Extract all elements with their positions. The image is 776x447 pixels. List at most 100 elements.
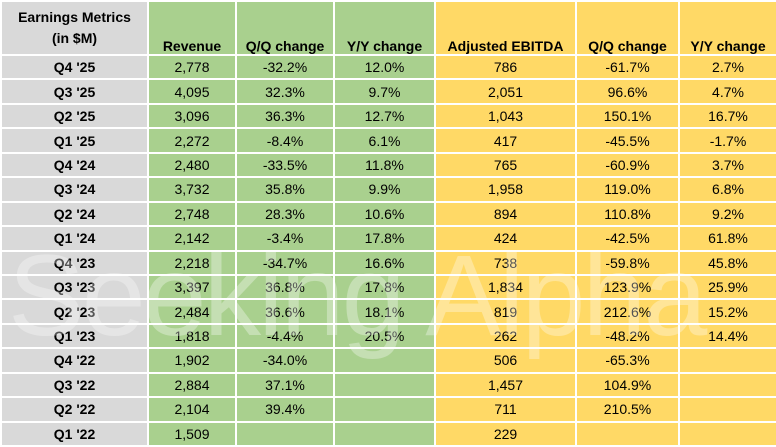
revenue-cell: 1,509 bbox=[147, 420, 237, 447]
table-row: Q1 '24 2,142 -3.4% 17.8% 424 -42.5% 61.8… bbox=[0, 225, 776, 252]
ebitda-qq-cell: -60.9% bbox=[575, 151, 680, 179]
revenue-qq-cell: -4.4% bbox=[235, 322, 335, 350]
revenue-qq-cell: -34.7% bbox=[235, 249, 335, 276]
revenue-cell: 2,104 bbox=[147, 396, 237, 423]
quarter-cell: Q3 '22 bbox=[0, 371, 149, 399]
ebitda-yy-cell: 14.4% bbox=[678, 322, 776, 350]
revenue-qq-cell: 36.8% bbox=[235, 273, 335, 301]
revenue-cell: 1,818 bbox=[147, 322, 237, 350]
table-row: Q1 '23 1,818 -4.4% 20.5% 262 -48.2% 14.4… bbox=[0, 322, 776, 350]
table-row: Q4 '23 2,218 -34.7% 16.6% 738 -59.8% 45.… bbox=[0, 249, 776, 276]
revenue-yy-cell: 10.6% bbox=[333, 200, 436, 228]
quarter-cell: Q3 '25 bbox=[0, 78, 149, 105]
ebitda-cell: 262 bbox=[434, 322, 577, 350]
quarter-cell: Q1 '24 bbox=[0, 225, 149, 252]
ebitda-qq-cell: -45.5% bbox=[575, 127, 680, 154]
table-row: Q3 '24 3,732 35.8% 9.9% 1,958 119.0% 6.8… bbox=[0, 176, 776, 203]
ebitda-qq-cell: -42.5% bbox=[575, 225, 680, 252]
quarter-cell: Q1 '25 bbox=[0, 127, 149, 154]
ebitda-cell: 424 bbox=[434, 225, 577, 252]
revenue-yy-cell bbox=[333, 347, 436, 374]
revenue-cell: 2,484 bbox=[147, 298, 237, 325]
ebitda-qq-cell: 210.5% bbox=[575, 396, 680, 423]
ebitda-cell: 765 bbox=[434, 151, 577, 179]
table-row: Q2 '24 2,748 28.3% 10.6% 894 110.8% 9.2% bbox=[0, 200, 776, 228]
revenue-yy-cell: 20.5% bbox=[333, 322, 436, 350]
quarter-cell: Q3 '23 bbox=[0, 273, 149, 301]
ebitda-cell: 229 bbox=[434, 420, 577, 447]
ebitda-cell: 2,051 bbox=[434, 78, 577, 105]
revenue-yy-cell bbox=[333, 371, 436, 399]
table-body: Q4 '25 2,778 -32.2% 12.0% 786 -61.7% 2.7… bbox=[0, 53, 776, 447]
table-row: Q1 '22 1,509 229 bbox=[0, 420, 776, 447]
quarter-cell: Q2 '23 bbox=[0, 298, 149, 325]
revenue-qq-cell: 28.3% bbox=[235, 200, 335, 228]
column-header-revenue-qq: Q/Q change bbox=[235, 0, 335, 56]
ebitda-qq-cell: 110.8% bbox=[575, 200, 680, 228]
ebitda-yy-cell: 15.2% bbox=[678, 298, 776, 325]
revenue-qq-cell bbox=[235, 420, 335, 447]
revenue-qq-cell: 39.4% bbox=[235, 396, 335, 423]
ebitda-yy-cell: 2.7% bbox=[678, 53, 776, 81]
ebitda-cell: 417 bbox=[434, 127, 577, 154]
ebitda-qq-cell bbox=[575, 420, 680, 447]
ebitda-qq-cell: -61.7% bbox=[575, 53, 680, 81]
ebitda-yy-cell: 4.7% bbox=[678, 78, 776, 105]
ebitda-yy-cell bbox=[678, 420, 776, 447]
revenue-yy-cell: 12.0% bbox=[333, 53, 436, 81]
ebitda-qq-cell: 150.1% bbox=[575, 102, 680, 130]
ebitda-yy-cell: 45.8% bbox=[678, 249, 776, 276]
ebitda-cell: 1,834 bbox=[434, 273, 577, 301]
revenue-qq-cell: -32.2% bbox=[235, 53, 335, 81]
revenue-cell: 2,884 bbox=[147, 371, 237, 399]
table-row: Q2 '22 2,104 39.4% 711 210.5% bbox=[0, 396, 776, 423]
ebitda-cell: 819 bbox=[434, 298, 577, 325]
ebitda-yy-cell bbox=[678, 347, 776, 374]
revenue-qq-cell: -8.4% bbox=[235, 127, 335, 154]
quarter-cell: Q2 '22 bbox=[0, 396, 149, 423]
quarter-cell: Q2 '25 bbox=[0, 102, 149, 130]
revenue-cell: 2,480 bbox=[147, 151, 237, 179]
ebitda-yy-cell: 25.9% bbox=[678, 273, 776, 301]
table-title-line1: Earnings Metrics bbox=[18, 9, 131, 25]
revenue-cell: 4,095 bbox=[147, 78, 237, 105]
ebitda-qq-cell: -65.3% bbox=[575, 347, 680, 374]
revenue-cell: 3,732 bbox=[147, 176, 237, 203]
table-row: Q3 '22 2,884 37.1% 1,457 104.9% bbox=[0, 371, 776, 399]
ebitda-qq-cell: 212.6% bbox=[575, 298, 680, 325]
ebitda-qq-cell: -48.2% bbox=[575, 322, 680, 350]
ebitda-yy-cell: 3.7% bbox=[678, 151, 776, 179]
revenue-yy-cell bbox=[333, 396, 436, 423]
quarter-cell: Q4 '24 bbox=[0, 151, 149, 179]
revenue-yy-cell: 18.1% bbox=[333, 298, 436, 325]
column-header-adj-ebitda: Adjusted EBITDA bbox=[434, 0, 577, 56]
quarter-cell: Q4 '23 bbox=[0, 249, 149, 276]
revenue-yy-cell bbox=[333, 420, 436, 447]
quarter-cell: Q2 '24 bbox=[0, 200, 149, 228]
revenue-yy-cell: 6.1% bbox=[333, 127, 436, 154]
table-row: Q4 '25 2,778 -32.2% 12.0% 786 -61.7% 2.7… bbox=[0, 53, 776, 81]
ebitda-cell: 711 bbox=[434, 396, 577, 423]
ebitda-qq-cell: -59.8% bbox=[575, 249, 680, 276]
revenue-qq-cell: 37.1% bbox=[235, 371, 335, 399]
column-header-revenue: Revenue bbox=[147, 0, 237, 56]
revenue-qq-cell: -34.0% bbox=[235, 347, 335, 374]
revenue-yy-cell: 17.8% bbox=[333, 225, 436, 252]
quarter-cell: Q1 '22 bbox=[0, 420, 149, 447]
ebitda-yy-cell bbox=[678, 371, 776, 399]
ebitda-cell: 738 bbox=[434, 249, 577, 276]
ebitda-yy-cell: 16.7% bbox=[678, 102, 776, 130]
column-header-ebitda-yy: Y/Y change bbox=[678, 0, 776, 56]
revenue-cell: 3,397 bbox=[147, 273, 237, 301]
ebitda-yy-cell: 6.8% bbox=[678, 176, 776, 203]
revenue-yy-cell: 11.8% bbox=[333, 151, 436, 179]
ebitda-qq-cell: 123.9% bbox=[575, 273, 680, 301]
revenue-yy-cell: 16.6% bbox=[333, 249, 436, 276]
quarter-cell: Q4 '22 bbox=[0, 347, 149, 374]
table-title-cell: Earnings Metrics (in $M) bbox=[0, 0, 149, 56]
quarter-cell: Q1 '23 bbox=[0, 322, 149, 350]
revenue-cell: 2,778 bbox=[147, 53, 237, 81]
header-row: Earnings Metrics (in $M) Revenue Q/Q cha… bbox=[0, 0, 776, 56]
